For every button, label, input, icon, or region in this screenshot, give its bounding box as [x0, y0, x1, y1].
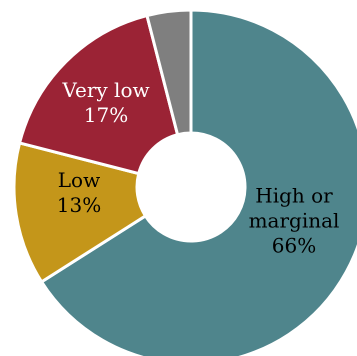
- slice-category-label: High or: [255, 184, 333, 208]
- slice-value-label: 17%: [84, 103, 128, 127]
- slice-category-label: marginal: [249, 209, 340, 233]
- pie-slice-other: [145, 8, 193, 137]
- slice-category-label: Very low: [61, 78, 149, 102]
- pie-slice-low: [12, 141, 148, 284]
- slice-value-label: 13%: [57, 193, 101, 217]
- pie-slice-high-or-marginal: [39, 8, 357, 356]
- slice-category-label: Low: [58, 168, 100, 192]
- pie-slice-very-low: [17, 13, 180, 176]
- slice-value-label: 66%: [272, 234, 316, 258]
